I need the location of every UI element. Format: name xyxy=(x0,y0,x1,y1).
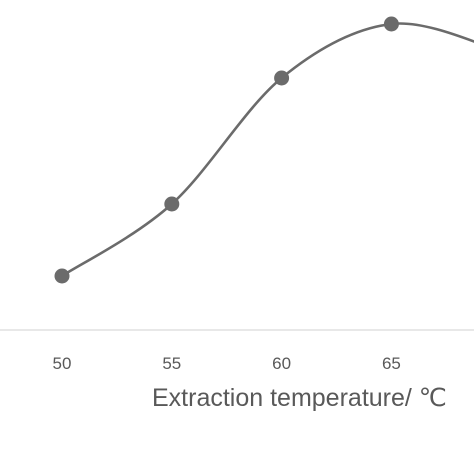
data-point xyxy=(54,268,70,284)
x-tick-label: 60 xyxy=(272,354,291,373)
data-point xyxy=(164,196,180,212)
data-markers xyxy=(54,16,399,284)
series-line xyxy=(61,22,474,278)
x-tick-label: 50 xyxy=(53,354,72,373)
x-tick-label: 55 xyxy=(162,354,181,373)
x-tick-labels: 5055606570 xyxy=(53,354,401,373)
x-tick-label: 65 xyxy=(382,354,401,373)
data-point xyxy=(383,16,399,32)
x-axis-title: Extraction temperature/ ℃ xyxy=(152,384,447,412)
data-point xyxy=(274,70,290,86)
